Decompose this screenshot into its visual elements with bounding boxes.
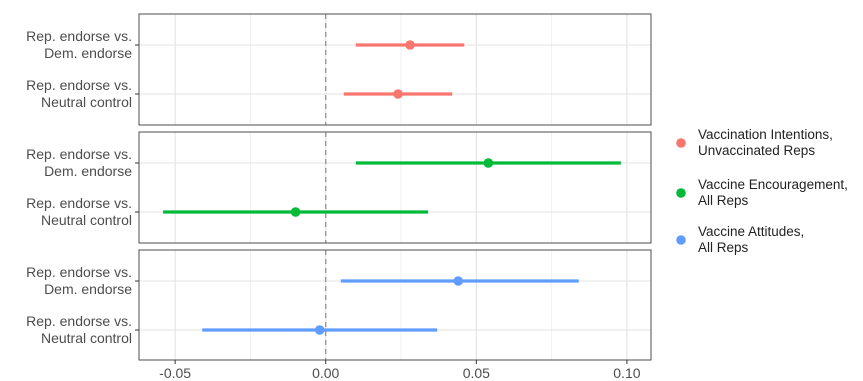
category-label-line: Dem. endorse [44, 281, 132, 297]
category-label-line: Rep. endorse vs. [26, 313, 132, 329]
legend-item-1: Vaccination Intentions, Unvaccinated Reps [676, 127, 833, 158]
legend-label-line: Unvaccinated Reps [698, 143, 815, 158]
panel-background [139, 132, 651, 243]
category-label-line: Neutral control [41, 212, 132, 228]
panel-background [139, 250, 651, 360]
x-tick-label: -0.05 [159, 365, 191, 381]
legend-label-line: Vaccination Intentions, [698, 127, 833, 142]
category-label: Rep. endorse vs. Neutral control [26, 195, 132, 228]
category-label: Rep. endorse vs. Neutral control [26, 313, 132, 346]
legend-marker [676, 138, 686, 148]
x-tick-label: 0.00 [312, 365, 339, 381]
point-estimate [393, 89, 403, 99]
category-label: Rep. endorse vs. Dem. endorse [26, 28, 132, 61]
x-tick-label: 0.10 [613, 365, 640, 381]
point-estimate [483, 158, 494, 168]
legend: Vaccination Intentions, Unvaccinated Reps… [676, 127, 848, 255]
point-estimate [405, 40, 415, 50]
x-axis: -0.05 0.00 0.05 0.10 [159, 360, 641, 381]
legend-label-line: Vaccine Attitudes, [698, 224, 804, 239]
legend-label-line: All Reps [698, 193, 749, 208]
legend-label: Vaccination Intentions, Unvaccinated Reps [698, 127, 833, 158]
legend-label: Vaccine Encouragement, All Reps [698, 177, 848, 208]
legend-item-2: Vaccine Encouragement, All Reps [676, 177, 848, 208]
category-label-line: Rep. endorse vs. [26, 264, 132, 280]
legend-label-line: Vaccine Encouragement, [698, 177, 848, 192]
panel-border [138, 249, 652, 361]
legend-label-line: All Reps [698, 240, 749, 255]
category-label-line: Rep. endorse vs. [26, 146, 132, 162]
category-label-line: Neutral control [41, 330, 132, 346]
category-label: Rep. endorse vs. Neutral control [26, 77, 132, 110]
legend-marker [676, 188, 686, 198]
category-label-line: Neutral control [41, 94, 132, 110]
category-label-line: Rep. endorse vs. [26, 28, 132, 44]
category-label: Rep. endorse vs. Dem. endorse [26, 264, 132, 297]
panel-background [139, 14, 651, 125]
point-estimate [314, 325, 325, 335]
legend-item-3: Vaccine Attitudes, All Reps [676, 224, 804, 255]
category-label-line: Rep. endorse vs. [26, 195, 132, 211]
point-estimate [453, 276, 464, 286]
category-label-line: Dem. endorse [44, 163, 132, 179]
legend-marker [676, 235, 686, 245]
x-tick-label: 0.05 [463, 365, 490, 381]
panel-border [138, 131, 652, 244]
point-estimate [290, 207, 301, 217]
panel-border [138, 13, 652, 126]
category-label-line: Dem. endorse [44, 45, 132, 61]
category-label-line: Rep. endorse vs. [26, 77, 132, 93]
category-label: Rep. endorse vs. Dem. endorse [26, 146, 132, 179]
legend-label: Vaccine Attitudes, All Reps [698, 224, 804, 255]
